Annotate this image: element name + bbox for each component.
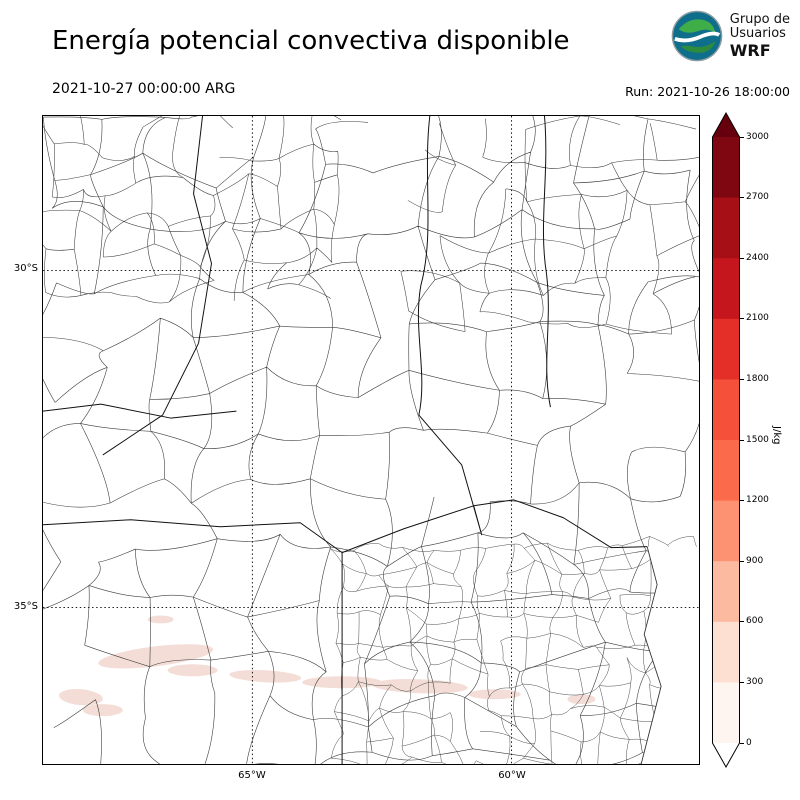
colorbar-tick-label: 3000	[746, 131, 769, 142]
map-frame	[42, 115, 700, 765]
map-canvas	[43, 116, 699, 764]
colorbar-outline	[712, 112, 740, 768]
logo-wrf-label: WRF	[729, 40, 771, 60]
x-axis-tick-label: 65°W	[238, 770, 266, 781]
cape-patch	[372, 679, 468, 694]
colorbar-tick-mark	[740, 439, 744, 441]
cape-patch	[229, 670, 302, 683]
colorbar-segment	[712, 500, 740, 562]
colorbar-tick-label: 900	[746, 555, 764, 566]
colorbar-tick-label: 2100	[746, 313, 769, 324]
colorbar-tick-label: 1800	[746, 373, 769, 384]
logo-org-line1: Grupo de	[729, 11, 790, 27]
ocean-area	[641, 546, 699, 764]
valid-time-label: 2021-10-27 00:00:00 ARG	[52, 81, 236, 97]
colorbar-segment	[712, 621, 740, 683]
x-axis-tick-label: 60°W	[498, 770, 526, 781]
colorbar-tick-mark	[740, 500, 744, 502]
cape-patch	[567, 694, 596, 705]
wrf-globe-icon	[671, 10, 723, 62]
y-axis-tick-label: 35°S	[13, 601, 38, 613]
cape-patch	[147, 615, 174, 624]
colorbar-segment	[712, 318, 740, 380]
colorbar-over-arrow	[712, 113, 740, 137]
colorbar-tick-label: 300	[746, 676, 764, 687]
logo-org-line2: Usuarios	[729, 26, 786, 41]
colorbar-tick-label: 0	[746, 737, 752, 748]
colorbar-tick-mark	[740, 742, 744, 744]
wrf-logo: Grupo de Usuarios WRF	[671, 10, 790, 62]
colorbar-segment	[712, 258, 740, 320]
plot-title: Energía potencial convectiva disponible	[52, 26, 570, 56]
gridlines-layer	[43, 116, 699, 764]
colorbar-tick-mark	[740, 378, 744, 380]
cape-patch	[167, 664, 218, 677]
cape-patch	[82, 704, 123, 717]
colorbar-tick-mark	[740, 136, 744, 138]
colorbar-unit-label: J/kg	[771, 426, 782, 445]
y-axis-tick-label: 30°S	[13, 263, 38, 275]
colorbar-tick-mark	[740, 318, 744, 320]
cape-shading-layer	[59, 615, 596, 717]
cape-patch	[468, 689, 521, 700]
colorbar-tick-mark	[740, 257, 744, 259]
colorbar-segment	[712, 137, 740, 198]
colorbar-tick-label: 2700	[746, 192, 769, 203]
cape-patch	[59, 689, 103, 706]
colorbar-tick-mark	[740, 621, 744, 623]
colorbar-tick-label: 1200	[746, 495, 769, 506]
wrf-logo-text: Grupo de Usuarios WRF	[729, 11, 790, 60]
run-time-label: Run: 2021-10-26 18:00:00	[625, 84, 790, 99]
colorbar-segment	[712, 561, 740, 623]
colorbar-segment	[712, 197, 740, 259]
colorbar-tick-mark	[740, 560, 744, 562]
colorbar-segment	[712, 682, 740, 744]
colorbar-tick-mark	[740, 197, 744, 199]
colorbar-tick-label: 2400	[746, 252, 769, 263]
colorbar-under-arrow	[712, 743, 740, 767]
colorbar-segment	[712, 440, 740, 501]
colorbar-tick-label: 600	[746, 616, 764, 627]
colorbar	[712, 112, 740, 768]
colorbar-cells	[712, 113, 740, 767]
map-boundaries-layer	[43, 116, 699, 764]
cape-patch	[98, 644, 214, 669]
colorbar-segment	[712, 379, 740, 441]
province-borders-layer	[43, 116, 699, 764]
colorbar-tick-mark	[740, 681, 744, 683]
colorbar-tick-label: 1500	[746, 434, 769, 445]
